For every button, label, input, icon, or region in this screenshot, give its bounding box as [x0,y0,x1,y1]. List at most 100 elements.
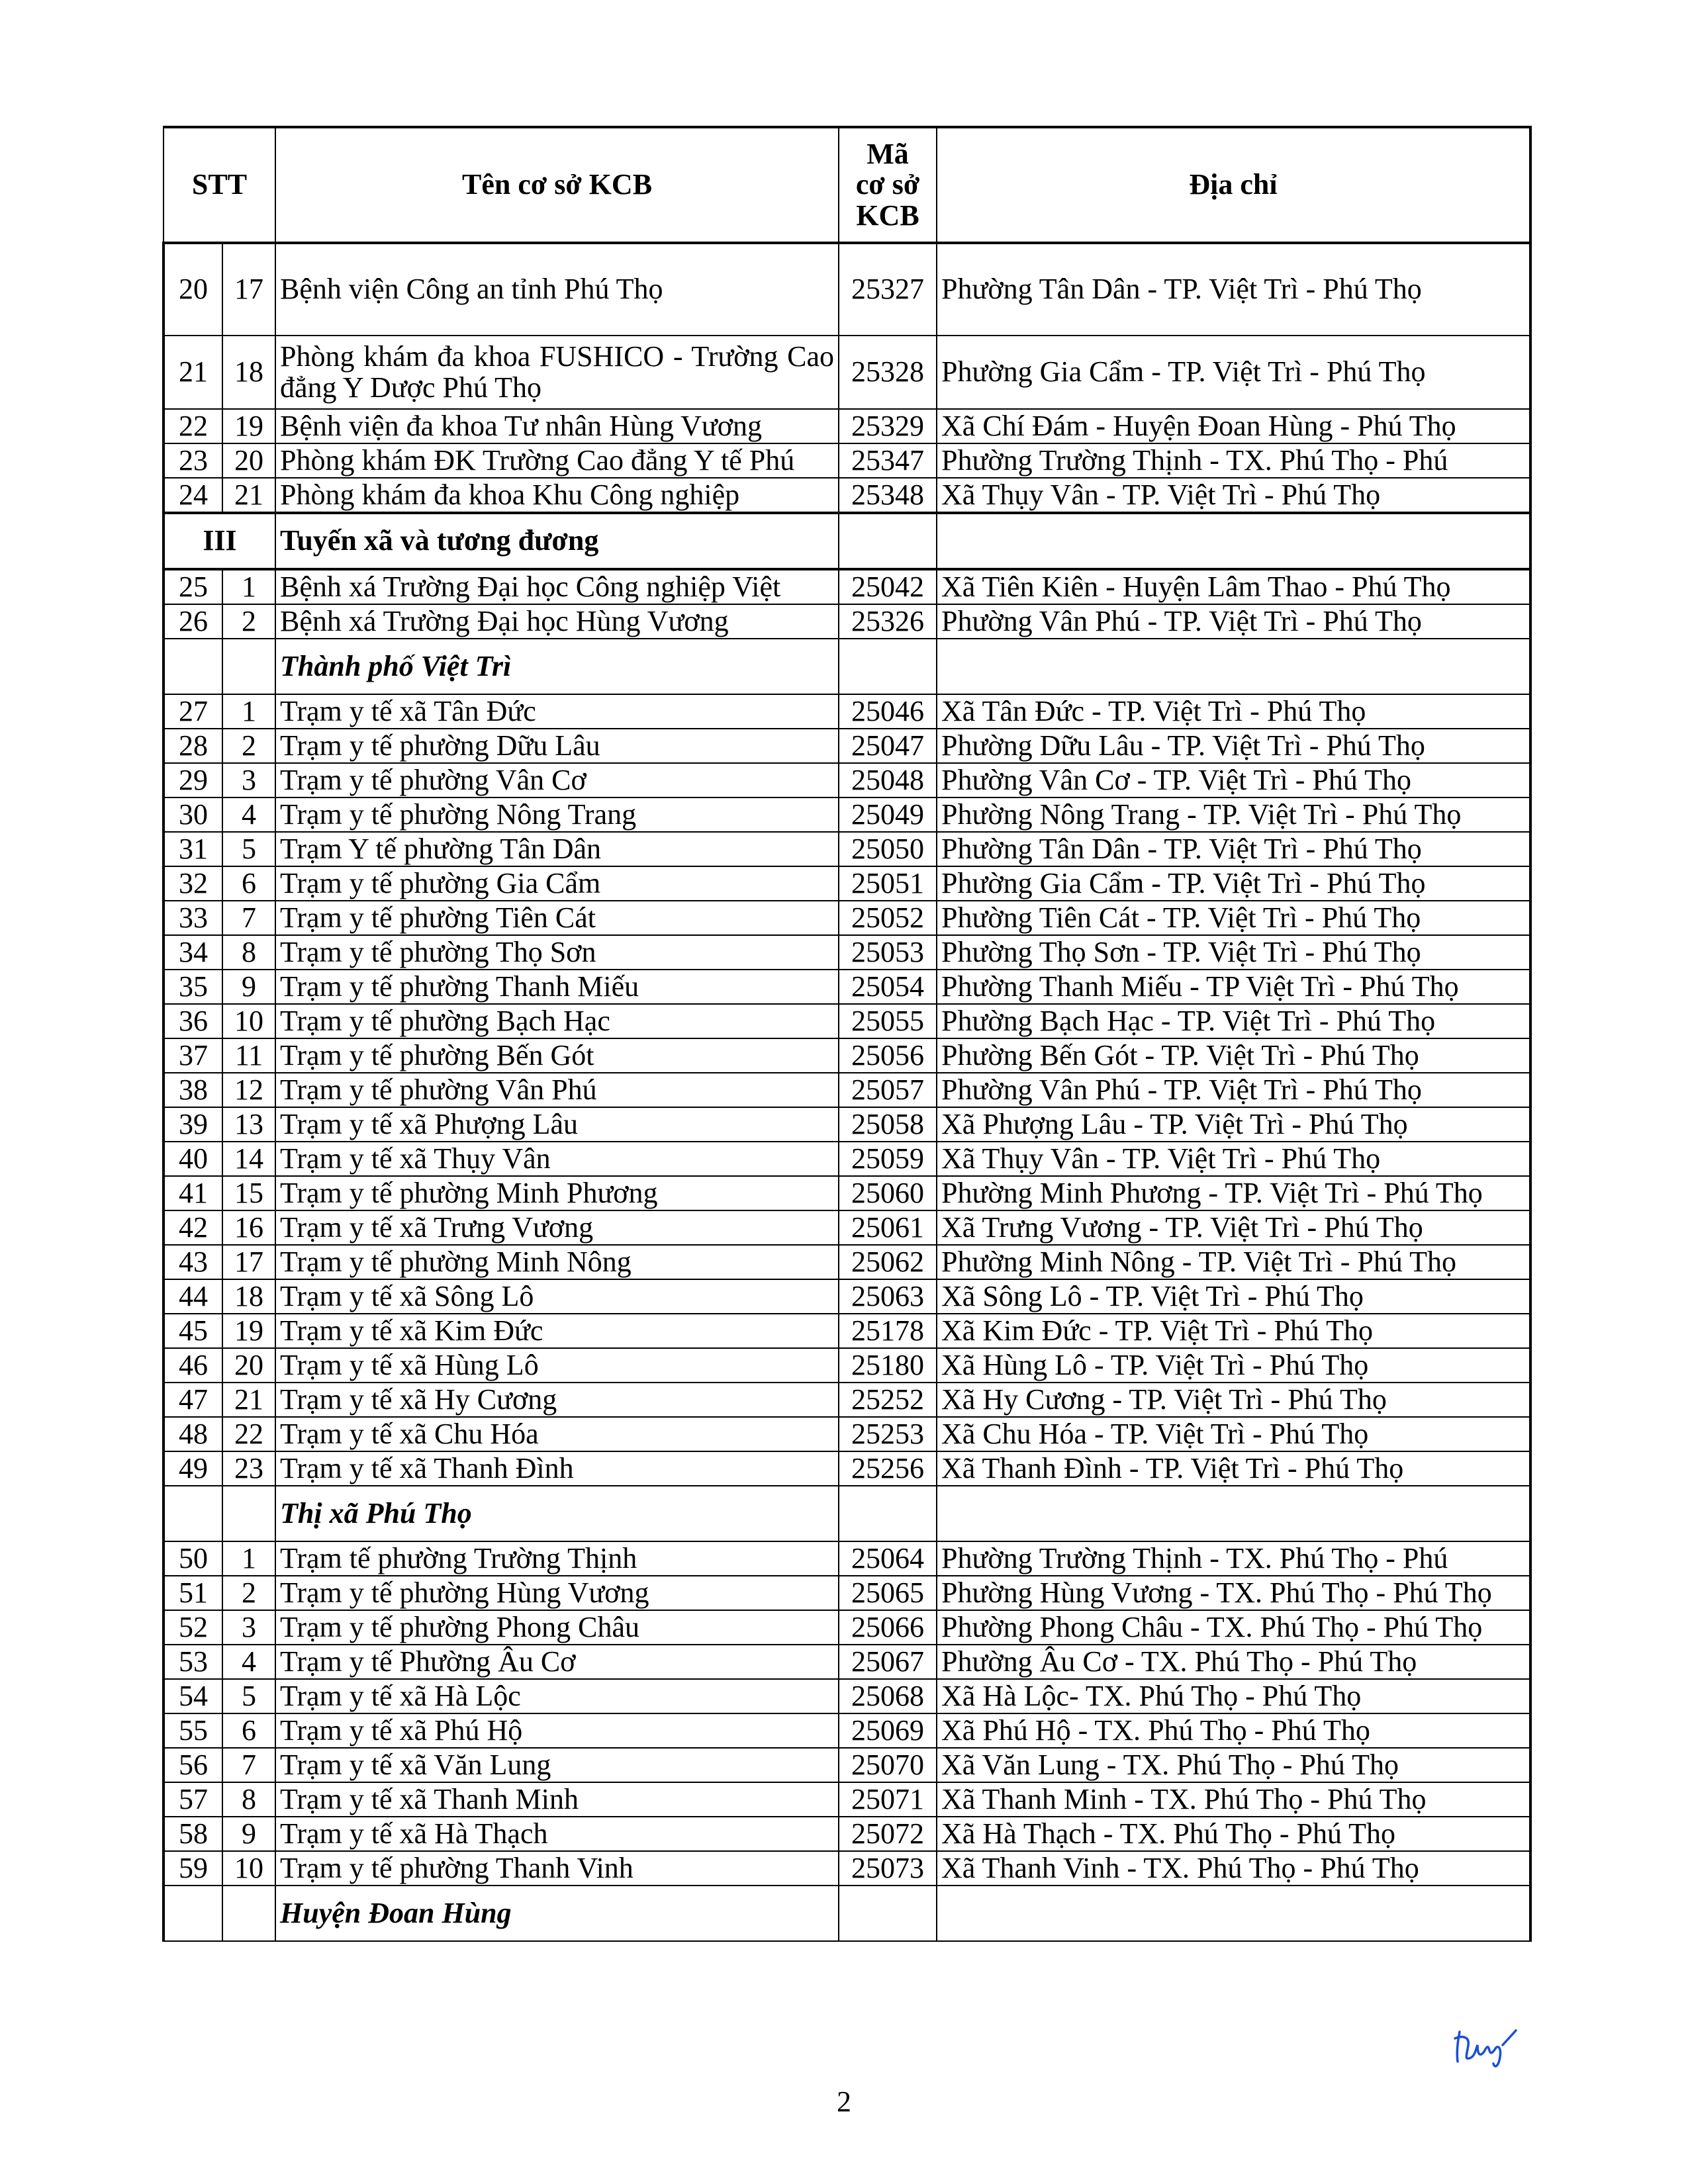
address-cell: Xã Hùng Lô - TP. Việt Trì - Phú Thọ [936,1347,1532,1383]
table-row: 52 3 Trạm y tế phường Phong Châu 25066 Phườn… [162,1610,1532,1645]
address-cell: Phường Nông Trang - TP. Việt Trì - Phú T… [936,797,1532,833]
address-cell: Phường Tiên Cát - TP. Việt Trì - Phú Thọ [936,900,1532,936]
facility-code-cell: 25256 [838,1451,938,1486]
section-heading-row: Thành phố Việt Trì [162,638,1532,695]
facility-code-cell: 25063 [838,1279,938,1314]
facility-name-cell: Trạm Y tế phường Tân Dân [275,831,840,867]
table-row: 38 12 Trạm y tế phường Vân Phú 25057 Phường … [162,1072,1532,1108]
section-title-cell: Thị xã Phú Thọ [275,1485,840,1542]
address-cell: Xã Thanh Minh - TX. Phú Thọ - Phú Thọ [936,1782,1532,1817]
facility-name-cell: Trạm y tế xã Tân Đức [275,694,840,729]
stt-cell: 56 [162,1747,223,1783]
empty-cell [221,1485,277,1542]
stt-cell: 27 [162,694,223,729]
stt-cell: 37 [162,1038,223,1073]
facility-code-cell: 25178 [838,1313,938,1349]
address-cell: Phường Tân Dân - TP. Việt Trì - Phú Thọ [936,831,1532,867]
address-cell: Xã Kim Đức - TP. Việt Trì - Phú Thọ [936,1313,1532,1349]
facility-name-cell: Trạm y tế phường Bến Gót [275,1038,840,1073]
address-cell: Xã Thụy Vân - TP. Việt Trì - Phú Thọ [936,477,1532,514]
stt-cell: 29 [162,762,223,798]
sub-index-cell: 7 [221,900,277,936]
section-heading-row: Huyện Đoan Hùng [162,1885,1532,1942]
table-row: 54 5 Trạm y tế xã Hà Lộc 25068 Xã Hà Lộc- TX… [162,1678,1532,1714]
tier-heading-row: III Tuyến xã và tương đương [162,512,1532,570]
facility-code-cell: 25054 [838,969,938,1005]
sub-index-cell: 10 [221,1003,277,1039]
facility-name-cell: Bệnh viện đa khoa Tư nhân Hùng Vương [275,408,840,444]
facility-code-cell: 25062 [838,1244,938,1280]
address-cell: Phường Hùng Vương - TX. Phú Thọ - Phú Th… [936,1575,1532,1611]
sub-index-cell: 19 [221,1313,277,1349]
table-row: 58 9 Trạm y tế xã Hà Thạch 25072 Xã Hà Thạch… [162,1816,1532,1852]
facility-code-cell: 25060 [838,1175,938,1211]
stt-cell: 23 [162,443,223,478]
facility-code-cell: 25328 [838,335,938,410]
facility-name-cell: Trạm y tế phường Thanh Miếu [275,969,840,1005]
address-cell: Phường Dữu Lâu - TP. Việt Trì - Phú Thọ [936,728,1532,764]
stt-cell: 40 [162,1141,223,1177]
address-cell: Phường Vân Cơ - TP. Việt Trì - Phú Thọ [936,762,1532,798]
sub-index-cell: 21 [221,1382,277,1418]
facility-code-cell: 25067 [838,1644,938,1680]
header-stt: STT [162,126,277,244]
table-row: 46 20 Trạm y tế xã Hùng Lô 25180 Xã Hùng Lô … [162,1347,1532,1383]
stt-cell: 39 [162,1107,223,1142]
address-cell: Xã Thanh Vinh - TX. Phú Thọ - Phú Thọ [936,1850,1532,1886]
table-row: 42 16 Trạm y tế xã Trưng Vương 25061 Xã Trưn… [162,1210,1532,1246]
stt-cell: 33 [162,900,223,936]
facility-name-cell: Trạm y tế xã Thanh Minh [275,1782,840,1817]
empty-cell [838,638,938,695]
stt-cell: 30 [162,797,223,833]
facility-name-cell: Trạm y tế xã Trưng Vương [275,1210,840,1246]
facility-name-cell: Trạm y tế phường Gia Cẩm [275,866,840,901]
sub-index-cell: 1 [221,569,277,605]
tier-title-cell: Tuyến xã và tương đương [275,512,840,570]
address-cell: Xã Hà Thạch - TX. Phú Thọ - Phú Thọ [936,1816,1532,1852]
facility-name-cell: Trạm y tế xã Thụy Vân [275,1141,840,1177]
stt-cell: 47 [162,1382,223,1418]
stt-cell: 54 [162,1678,223,1714]
stt-cell: 52 [162,1610,223,1645]
table-row: 59 10 Trạm y tế phường Thanh Vinh 25073 Xã T… [162,1850,1532,1886]
header-address: Địa chỉ [936,126,1532,244]
sub-index-cell: 18 [221,1279,277,1314]
sub-index-cell: 19 [221,408,277,444]
table-row: 20 17 Bệnh viện Công an tỉnh Phú Thọ 25327 P… [162,242,1532,336]
stt-cell: 51 [162,1575,223,1611]
stt-cell: 36 [162,1003,223,1039]
facility-code-cell: 25252 [838,1382,938,1418]
empty-cell [221,638,277,695]
facility-code-cell: 25056 [838,1038,938,1073]
facility-name-cell: Trạm y tế phường Thanh Vinh [275,1850,840,1886]
facility-name-cell: Trạm y tế xã Văn Lung [275,1747,840,1783]
address-cell: Phường Gia Cẩm - TP. Việt Trì - Phú Thọ [936,866,1532,901]
address-cell: Xã Phú Hộ - TX. Phú Thọ - Phú Thọ [936,1713,1532,1749]
stt-cell: 50 [162,1541,223,1576]
facility-name-cell: Trạm y tế phường Nông Trang [275,797,840,833]
page-number: 2 [837,2085,851,2118]
stt-cell: 58 [162,1816,223,1852]
stt-cell: 28 [162,728,223,764]
sub-index-cell: 13 [221,1107,277,1142]
address-cell: Phường Tân Dân - TP. Việt Trì - Phú Thọ [936,242,1532,336]
header-name: Tên cơ sở KCB [275,126,840,244]
header-code: Mã cơ sở KCB [838,126,938,244]
facility-code-cell: 25047 [838,728,938,764]
table-row: 24 21 Phòng khám đa khoa Khu Công nghiệp 25… [162,477,1532,514]
sub-index-cell: 7 [221,1747,277,1783]
facility-name-cell: Trạm y tế xã Hà Thạch [275,1816,840,1852]
empty-cell [936,1485,1532,1542]
table-row: 55 6 Trạm y tế xã Phú Hộ 25069 Xã Phú Hộ - T… [162,1713,1532,1749]
sub-index-cell: 2 [221,728,277,764]
facility-code-cell: 25073 [838,1850,938,1886]
facility-name-cell: Bệnh xá Trường Đại học Hùng Vương [275,604,840,639]
address-cell: Xã Tiên Kiên - Huyện Lâm Thao - Phú Thọ [936,569,1532,605]
facility-code-cell: 25326 [838,604,938,639]
facility-code-cell: 25055 [838,1003,938,1039]
facility-code-cell: 25347 [838,443,938,478]
facility-code-cell: 25068 [838,1678,938,1714]
facility-code-cell: 25057 [838,1072,938,1108]
facility-name-cell: Trạm y tế xã Hy Cương [275,1382,840,1418]
sub-index-cell: 10 [221,1850,277,1886]
